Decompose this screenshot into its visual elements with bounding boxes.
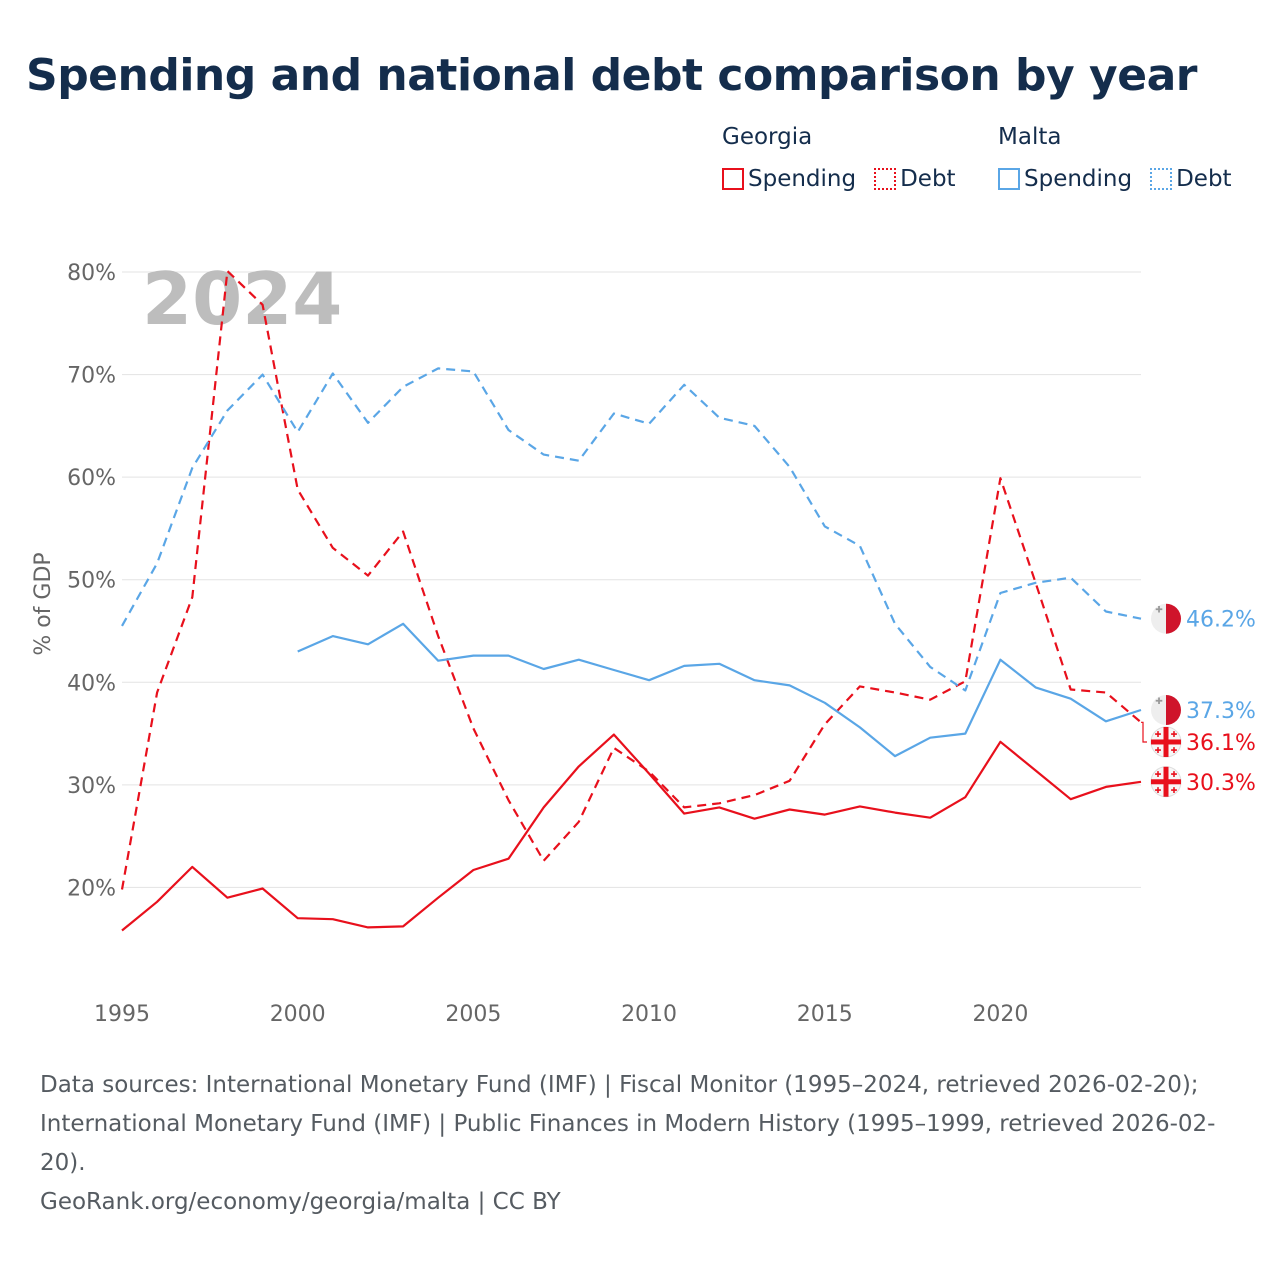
legend-country-malta: Malta [998,124,1062,150]
end-value-label: 36.1% [1186,731,1256,756]
georgia-small-cross-icon: ✚ [1155,786,1162,795]
malta-cross-icon: ✚ [1155,606,1163,616]
y-tick-label: 40% [67,671,116,696]
legend-swatch-solid [998,168,1020,190]
y-tick-label: 20% [67,876,116,901]
georgia-small-cross-icon: ✚ [1171,746,1178,755]
georgia-small-cross-icon: ✚ [1155,730,1162,739]
label-connector [1141,721,1147,743]
legend-georgia-debt[interactable]: Debt [874,166,956,192]
x-tick-label: 2010 [621,1002,677,1027]
x-tick-label: 2020 [972,1002,1028,1027]
footer: Data sources: International Monetary Fun… [40,1066,1240,1222]
series-line [121,733,1142,932]
y-tick-label: 50% [67,569,116,594]
legend-swatch-solid [722,168,744,190]
georgia-small-cross-icon: ✚ [1171,786,1178,795]
x-tick-label: 2000 [270,1002,326,1027]
x-tick-label: 2015 [797,1002,853,1027]
legend-label: Debt [1176,166,1232,192]
end-value-label: 30.3% [1186,771,1256,796]
legend-swatch-dotted [1150,168,1173,190]
georgia-flag-cross-v [1163,726,1169,757]
georgia-small-cross-icon: ✚ [1171,770,1178,779]
y-tick-label: 70% [67,364,116,389]
y-axis-label: % of GDP [31,552,56,655]
legend-group-georgia: Georgia Spending Debt [722,124,974,192]
y-tick-label: 80% [67,261,116,286]
georgia-small-cross-icon: ✚ [1155,770,1162,779]
legend-label: Spending [748,166,857,192]
legend-label: Debt [900,166,956,192]
end-value-label: 46.2% [1186,608,1256,633]
georgia-small-cross-icon: ✚ [1171,730,1178,739]
legend-georgia-spending[interactable]: Spending [722,166,856,192]
series-line [120,269,1142,890]
end-value-label: 37.3% [1186,699,1256,724]
year-watermark: 2024 [142,257,342,341]
legend-malta-debt[interactable]: Debt [1150,166,1232,192]
data-sources: Data sources: International Monetary Fun… [40,1072,1216,1176]
y-tick-label: 30% [67,774,116,799]
credit-link[interactable]: GeoRank.org/economy/georgia/malta | CC B… [40,1189,561,1215]
series-line [121,367,1142,692]
malta-flag-half [1166,694,1181,725]
malta-flag-half [1166,603,1181,634]
malta-cross-icon: ✚ [1155,697,1163,707]
series-line [297,622,1142,758]
chart-title: Spending and national debt comparison by… [26,50,1197,101]
georgia-small-cross-icon: ✚ [1155,746,1162,755]
legend-label: Spending [1024,166,1133,192]
georgia-flag-cross-v [1163,766,1169,797]
y-tick-label: 60% [67,466,116,491]
legend-malta-spending[interactable]: Spending [998,166,1132,192]
x-tick-label: 2005 [445,1002,501,1027]
legend-swatch-dotted [874,168,897,190]
line-chart: 20% 30% 40% 50% 60% 70% 80% 1995 2000 2005 2010 201… [31,257,1256,1027]
legend-group-malta: Malta Spending Debt [998,124,1250,192]
x-tick-label: 1995 [94,1002,150,1027]
legend-country-georgia: Georgia [722,124,813,150]
